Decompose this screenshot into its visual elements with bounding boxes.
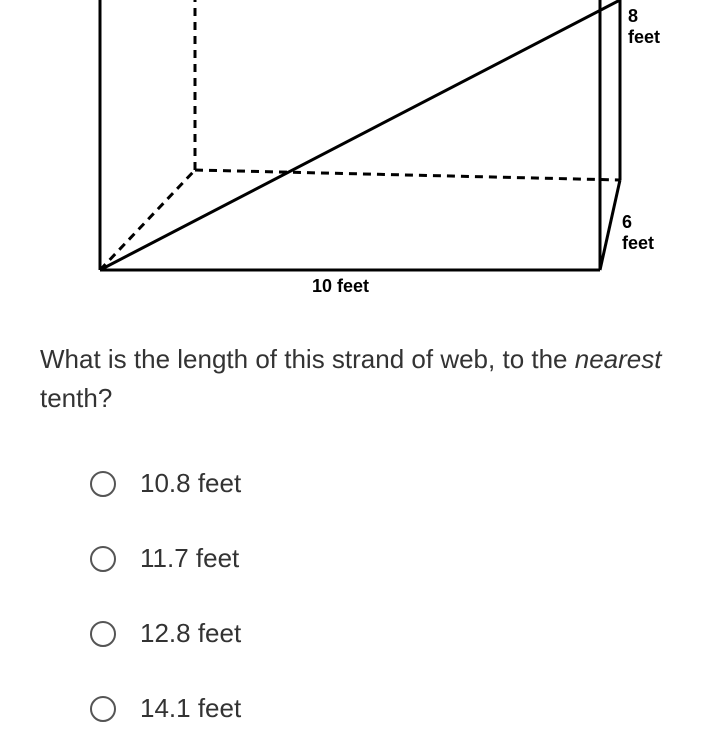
box-diagram: 8 feet 6 feet 10 feet	[40, 0, 660, 300]
height-label: 8 feet	[628, 6, 660, 48]
prism-svg	[40, 0, 660, 300]
width-label: 10 feet	[312, 276, 369, 297]
option-label: 14.1 feet	[140, 693, 241, 724]
option-a[interactable]: 10.8 feet	[90, 468, 664, 499]
option-label: 10.8 feet	[140, 468, 241, 499]
option-d[interactable]: 14.1 feet	[90, 693, 664, 724]
option-label: 11.7 feet	[140, 543, 239, 574]
depth-label: 6 feet	[622, 212, 660, 254]
question-emphasis: nearest	[575, 344, 662, 374]
option-b[interactable]: 11.7 feet	[90, 543, 664, 574]
question-prefix: What is the length of this strand of web…	[40, 344, 575, 374]
option-label: 12.8 feet	[140, 618, 241, 649]
radio-icon	[90, 696, 116, 722]
content-container: 8 feet 6 feet 10 feet What is the length…	[0, 0, 704, 724]
question-text: What is the length of this strand of web…	[40, 340, 664, 418]
radio-icon	[90, 621, 116, 647]
radio-icon	[90, 471, 116, 497]
answer-options: 10.8 feet 11.7 feet 12.8 feet 14.1 feet	[40, 468, 664, 724]
question-suffix: tenth?	[40, 383, 112, 413]
radio-icon	[90, 546, 116, 572]
option-c[interactable]: 12.8 feet	[90, 618, 664, 649]
